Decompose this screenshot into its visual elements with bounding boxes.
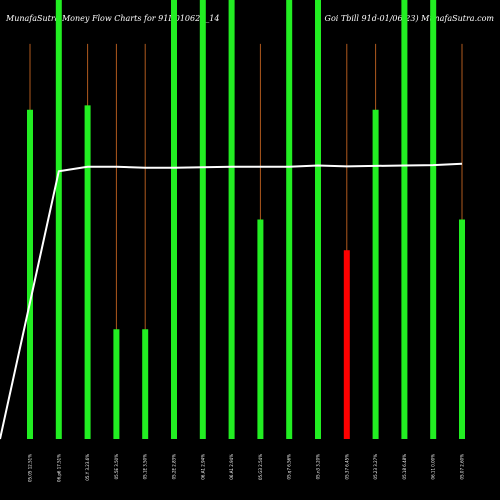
tick-label-5: 05.2E 2.83% <box>172 454 177 480</box>
tick-label-0: 05.05 12.51% <box>28 454 33 482</box>
chart-title-right: Goi Tbill 91d-01/06/23) MunafaSutra.com <box>325 14 495 23</box>
bar-5 <box>171 0 177 439</box>
bar-9 <box>286 0 293 439</box>
tick-label-3: 05.5E 3.50% <box>114 454 119 480</box>
tick-label-7: 06.A1 2.94% <box>229 454 234 480</box>
tick-label-6: 06.A1 2.94% <box>200 454 205 480</box>
tick-label-14: 06.11 0.00% <box>431 454 436 480</box>
tick-label-8: 05.G3 2.54% <box>258 454 263 480</box>
tick-label-12: 05.23 3.27% <box>373 454 378 480</box>
tick-label-1: 06.p6 17.51% <box>56 454 61 482</box>
bar-4 <box>142 329 149 439</box>
tick-label-9: 05.q7 6.56% <box>287 454 292 480</box>
bar-6 <box>199 0 206 439</box>
bar-group <box>27 0 465 440</box>
bar-2 <box>84 105 91 440</box>
tick-label-10: 05.n3 3.20% <box>316 454 321 480</box>
bar-12 <box>372 109 379 439</box>
tick-label-15: 05.07 2.60% <box>460 454 465 480</box>
bar-3 <box>113 329 120 439</box>
bar-7 <box>228 0 235 439</box>
bar-1 <box>55 0 62 439</box>
bar-14 <box>430 0 437 439</box>
bar-0 <box>27 109 33 439</box>
bar-15 <box>459 219 465 439</box>
tick-label-11: 05.37 6.45% <box>344 454 349 480</box>
tick-label-13: 05.18 6.48% <box>402 454 407 480</box>
tick-label-2: 05.Y 3.23.6% <box>85 454 90 481</box>
bar-8 <box>257 219 264 439</box>
tick-label-4: 05.1E 3.50% <box>143 454 148 480</box>
bar-13 <box>401 0 408 439</box>
money-flow-line <box>0 162 463 440</box>
bar-10 <box>315 0 321 439</box>
line-group <box>0 162 463 440</box>
chart-title-left: MunafaSutra Money Flow Charts for 91D010… <box>5 14 219 23</box>
tick-label-group: 05.05 12.51% 06.p6 17.51% 05.Y 3.23.6% 05.5… <box>28 454 465 482</box>
bar-11 <box>343 250 350 439</box>
